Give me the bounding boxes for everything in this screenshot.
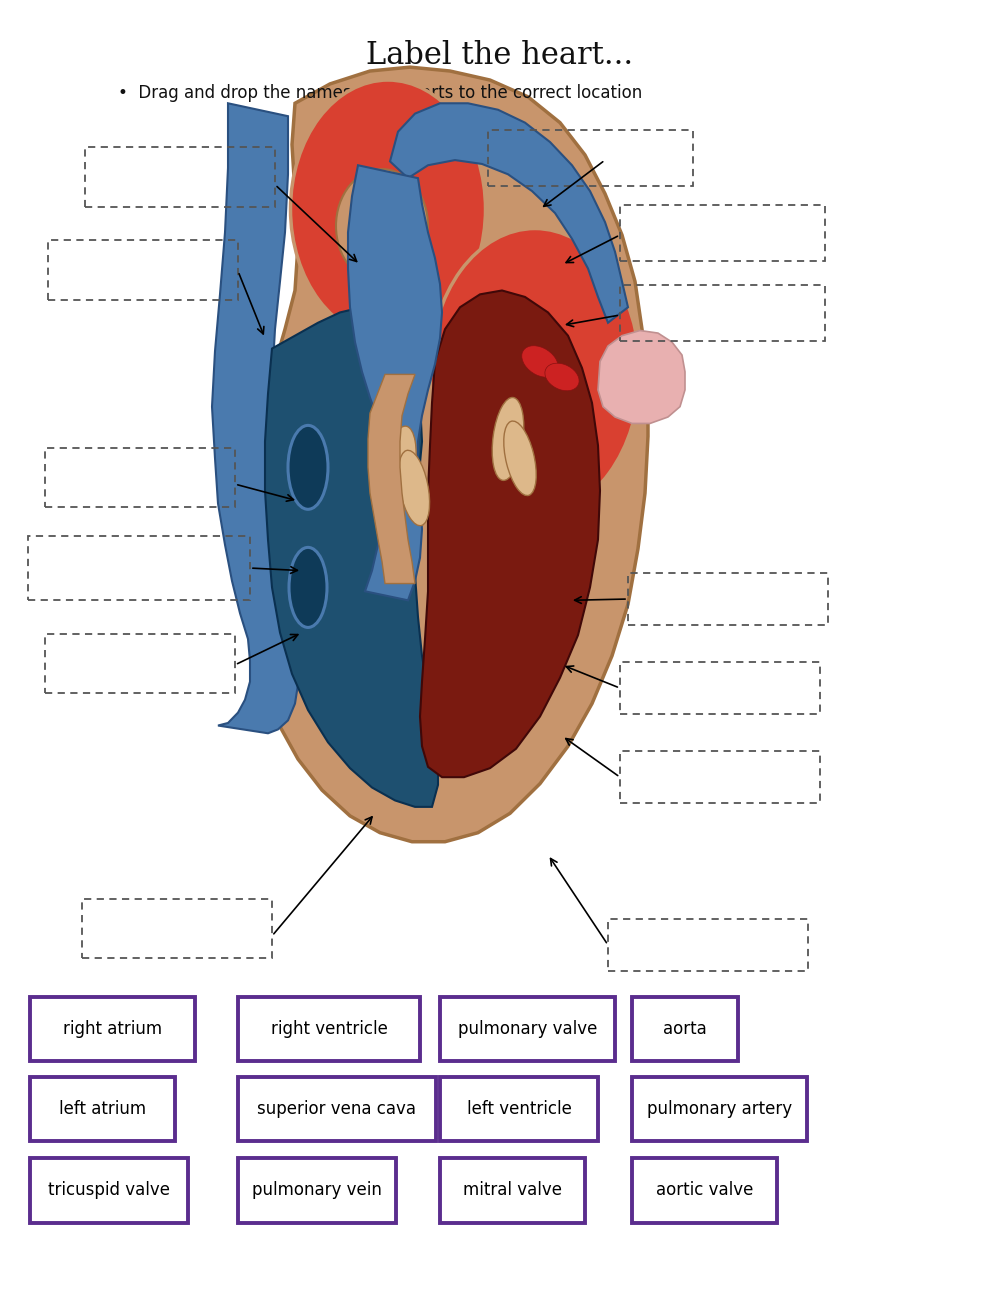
Text: aorta: aorta — [663, 1020, 707, 1038]
Ellipse shape — [384, 426, 416, 509]
Text: aortic valve: aortic valve — [656, 1181, 753, 1199]
Text: Label the heart...: Label the heart... — [366, 40, 634, 71]
Text: left ventricle: left ventricle — [467, 1100, 571, 1118]
FancyBboxPatch shape — [440, 1158, 585, 1223]
FancyBboxPatch shape — [30, 1158, 188, 1223]
FancyBboxPatch shape — [30, 997, 195, 1061]
FancyBboxPatch shape — [632, 1077, 807, 1141]
Ellipse shape — [288, 426, 328, 510]
FancyBboxPatch shape — [30, 1077, 175, 1141]
Text: pulmonary vein: pulmonary vein — [252, 1181, 382, 1199]
FancyBboxPatch shape — [440, 997, 615, 1061]
PathPatch shape — [348, 165, 442, 600]
FancyBboxPatch shape — [238, 1158, 396, 1223]
FancyBboxPatch shape — [632, 997, 738, 1061]
PathPatch shape — [368, 374, 415, 584]
Text: right ventricle: right ventricle — [271, 1020, 387, 1038]
PathPatch shape — [248, 67, 648, 842]
Text: superior vena cava: superior vena cava — [257, 1100, 416, 1118]
Ellipse shape — [289, 547, 327, 627]
Ellipse shape — [398, 451, 430, 525]
PathPatch shape — [265, 307, 438, 807]
Ellipse shape — [492, 398, 524, 480]
Text: left atrium: left atrium — [59, 1100, 146, 1118]
FancyBboxPatch shape — [238, 1077, 436, 1141]
PathPatch shape — [212, 103, 298, 733]
FancyBboxPatch shape — [238, 997, 420, 1061]
Text: tricuspid valve: tricuspid valve — [48, 1181, 170, 1199]
Text: mitral valve: mitral valve — [463, 1181, 562, 1199]
Text: •  Drag and drop the names of the parts to the correct location: • Drag and drop the names of the parts t… — [118, 84, 642, 102]
Ellipse shape — [522, 346, 558, 377]
PathPatch shape — [420, 290, 600, 777]
Ellipse shape — [504, 421, 536, 496]
FancyBboxPatch shape — [440, 1077, 598, 1141]
Text: pulmonary valve: pulmonary valve — [458, 1020, 597, 1038]
Text: right atrium: right atrium — [63, 1020, 162, 1038]
PathPatch shape — [390, 103, 628, 323]
Text: pulmonary artery: pulmonary artery — [647, 1100, 792, 1118]
PathPatch shape — [598, 330, 685, 423]
Ellipse shape — [290, 80, 486, 338]
Ellipse shape — [358, 196, 406, 256]
Ellipse shape — [545, 363, 579, 391]
FancyBboxPatch shape — [632, 1158, 777, 1223]
Ellipse shape — [336, 169, 428, 283]
Ellipse shape — [430, 229, 640, 515]
